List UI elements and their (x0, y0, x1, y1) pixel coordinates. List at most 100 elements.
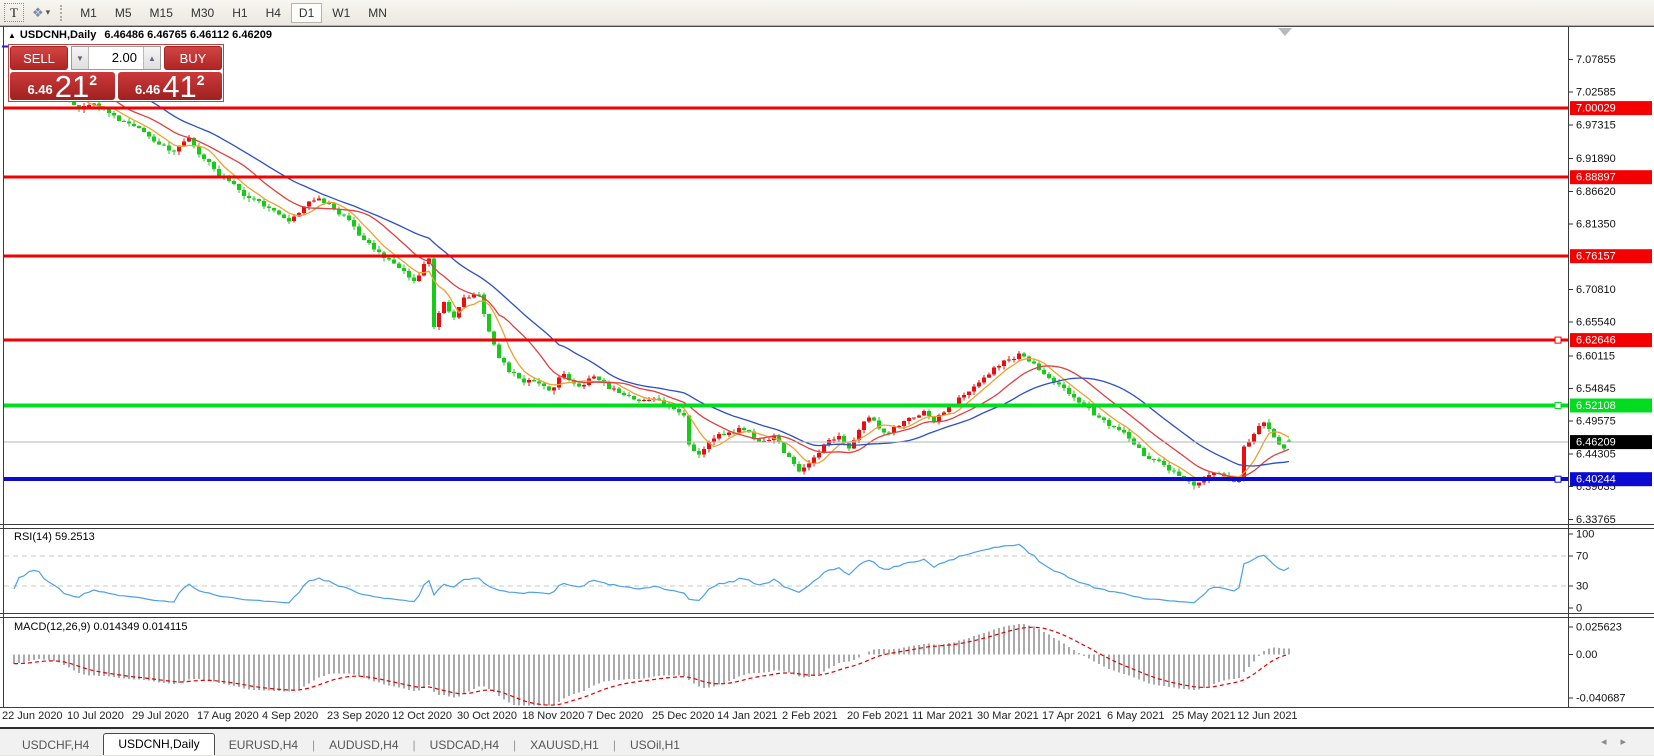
tab-separator: | (513, 738, 517, 752)
svg-text:6.46209: 6.46209 (1576, 437, 1616, 449)
svg-text:6.97315: 6.97315 (1576, 119, 1616, 131)
tab-scroll-left-icon[interactable]: ◂ (1600, 736, 1621, 748)
svg-text:6.44305: 6.44305 (1576, 449, 1616, 461)
volume-input[interactable]: 2.00 (111, 50, 137, 65)
chart-tab-bar: USDCHF,H4 USDCNH,Daily EURUSD,H4 | AUDUSD,H4… (0, 727, 1654, 755)
macd-panel-label: MACD(12,26,9) 0.014349 0.014115 (14, 621, 188, 633)
svg-text:6.40244: 6.40244 (1576, 474, 1616, 486)
svg-text:0.025623: 0.025623 (1576, 622, 1622, 634)
cursor-tool-icon: ❖ (32, 4, 44, 20)
volume-stepper: ▼ 2.00 ▲ (71, 46, 161, 70)
chart-tab-usdchf-h4[interactable]: USDCHF,H4 (22, 738, 90, 752)
svg-text:6.86620: 6.86620 (1576, 186, 1616, 198)
svg-text:17 Apr 2021: 17 Apr 2021 (1042, 710, 1101, 722)
svg-text:4 Sep 2020: 4 Sep 2020 (262, 710, 318, 722)
svg-text:6.52108: 6.52108 (1576, 400, 1616, 412)
rsi-panel-label: RSI(14) 59.2513 (14, 531, 95, 543)
svg-text:30: 30 (1576, 580, 1588, 592)
tab-scroll-buttons: ◂▸ (1601, 735, 1640, 748)
chevron-down-icon: ▾ (45, 7, 51, 17)
svg-text:7.07855: 7.07855 (1576, 54, 1616, 66)
buy-button[interactable]: BUY (164, 46, 222, 70)
sell-price-pips: 21 (54, 69, 90, 104)
timeframe-button-h4[interactable]: H4 (258, 3, 289, 23)
svg-text:6.81350: 6.81350 (1576, 219, 1616, 231)
buy-price-display[interactable]: 6.46 41 2 (117, 69, 222, 104)
svg-text:30 Oct 2020: 30 Oct 2020 (457, 710, 517, 722)
chart-tab-usdcad-h4[interactable]: USDCAD,H4 (429, 738, 500, 752)
timeframe-button-h1[interactable]: H1 (224, 3, 255, 23)
timeframe-button-m15[interactable]: M15 (142, 3, 181, 23)
svg-text:6.70810: 6.70810 (1576, 284, 1616, 296)
chart-tab-usoil-h1[interactable]: USOil,H1 (629, 738, 680, 752)
svg-text:17 Aug 2020: 17 Aug 2020 (197, 710, 259, 722)
triangle-down-icon: ▼ (76, 53, 84, 63)
volume-down-button[interactable]: ▼ (72, 47, 89, 69)
chart-tab-usdcnh-daily[interactable]: USDCNH,Daily (103, 733, 215, 755)
timeframe-button-mn[interactable]: MN (360, 3, 395, 23)
timeframe-button-m1[interactable]: M1 (72, 3, 105, 23)
chart-graphics: 7.07855 7.02585 6.97315 6.91890 6.86620 6.813… (0, 25, 1654, 722)
chart-symbol-label: USDCNH,Daily (19, 29, 97, 41)
buy-price-pips: 41 (162, 69, 197, 104)
tab-separator: | (312, 738, 316, 752)
timeframe-button-d1[interactable]: D1 (290, 2, 323, 23)
timeframe-button-m5[interactable]: M5 (107, 3, 140, 23)
one-click-trading-panel: SELL ▼ 2.00 ▲ BUY 6.46 21 2 6.46 41 2 (8, 44, 224, 102)
sell-price-prefix: 6.46 (27, 82, 53, 97)
chart-tab-eurusd-h4[interactable]: EURUSD,H4 (228, 738, 299, 752)
chart-tab-audusd-h4[interactable]: AUDUSD,H4 (329, 738, 399, 752)
cursor-tool-button[interactable]: ❖ ▾ (32, 5, 50, 21)
svg-text:2 Feb 2021: 2 Feb 2021 (782, 710, 838, 722)
svg-text:6.91890: 6.91890 (1576, 153, 1616, 165)
chart-ohlc-quotes: 6.46486 6.46765 6.46112 6.46209 (104, 29, 272, 41)
svg-text:6.65540: 6.65540 (1576, 317, 1616, 329)
svg-text:12 Jun 2021: 12 Jun 2021 (1237, 710, 1298, 722)
svg-text:6.33765: 6.33765 (1576, 514, 1616, 526)
svg-text:25 Dec 2020: 25 Dec 2020 (652, 710, 714, 722)
chart-title: ▲ USDCNH,Daily 6.46486 6.46765 6.46112 6.4… (8, 29, 272, 41)
sell-price-fraction: 2 (89, 72, 98, 88)
svg-text:6 May 2021: 6 May 2021 (1107, 710, 1164, 722)
svg-text:25 May 2021: 25 May 2021 (1172, 710, 1236, 722)
tab-scroll-right-icon[interactable]: ▸ (1620, 736, 1640, 748)
svg-text:11 Mar 2021: 11 Mar 2021 (912, 710, 973, 722)
volume-up-button[interactable]: ▲ (143, 47, 160, 69)
toolbar-grip (60, 4, 63, 21)
svg-text:7.00029: 7.00029 (1576, 103, 1616, 115)
svg-text:29 Jul 2020: 29 Jul 2020 (132, 710, 189, 722)
svg-text:-0.040687: -0.040687 (1576, 693, 1626, 705)
svg-text:7.02585: 7.02585 (1576, 87, 1616, 99)
tab-separator: | (412, 738, 416, 752)
timeframe-buttons: M1 M5 M15 M30 H1 H4 D1 W1 MN (71, 2, 396, 23)
sell-button[interactable]: SELL (10, 46, 68, 70)
svg-text:6.54845: 6.54845 (1576, 383, 1616, 395)
buy-price-prefix: 6.46 (134, 82, 161, 97)
svg-text:70: 70 (1576, 551, 1588, 563)
sell-price-display[interactable]: 6.46 21 2 (10, 69, 115, 104)
tab-separator: | (612, 738, 616, 752)
svg-text:22 Jun 2020: 22 Jun 2020 (2, 710, 63, 722)
triangle-up-icon: ▲ (148, 53, 156, 63)
svg-text:6.49575: 6.49575 (1576, 416, 1616, 428)
text-tool-button[interactable]: T (4, 3, 24, 22)
svg-text:10 Jul 2020: 10 Jul 2020 (67, 710, 124, 722)
chart-shift-marker (1278, 28, 1292, 36)
chart-tab-xauusd-h1[interactable]: XAUUSD,H1 (530, 738, 599, 752)
svg-text:100: 100 (1576, 529, 1594, 541)
collapse-icon[interactable]: ▲ (8, 31, 16, 40)
svg-text:0.00: 0.00 (1576, 649, 1597, 661)
top-toolbar: T ❖ ▾ M1 M5 M15 M30 H1 H4 D1 W1 MN (0, 0, 1654, 26)
svg-text:6.88897: 6.88897 (1576, 172, 1616, 184)
svg-text:0: 0 (1576, 603, 1582, 615)
timeframe-button-w1[interactable]: W1 (324, 3, 358, 23)
timeframe-button-m30[interactable]: M30 (183, 3, 222, 23)
svg-text:6.60115: 6.60115 (1576, 350, 1615, 362)
svg-text:20 Feb 2021: 20 Feb 2021 (847, 710, 909, 722)
svg-text:6.76157: 6.76157 (1576, 251, 1616, 263)
svg-text:23 Sep 2020: 23 Sep 2020 (327, 710, 389, 722)
svg-text:18 Nov 2020: 18 Nov 2020 (522, 710, 584, 722)
buy-price-fraction: 2 (196, 72, 205, 88)
svg-text:7 Dec 2020: 7 Dec 2020 (587, 710, 643, 722)
